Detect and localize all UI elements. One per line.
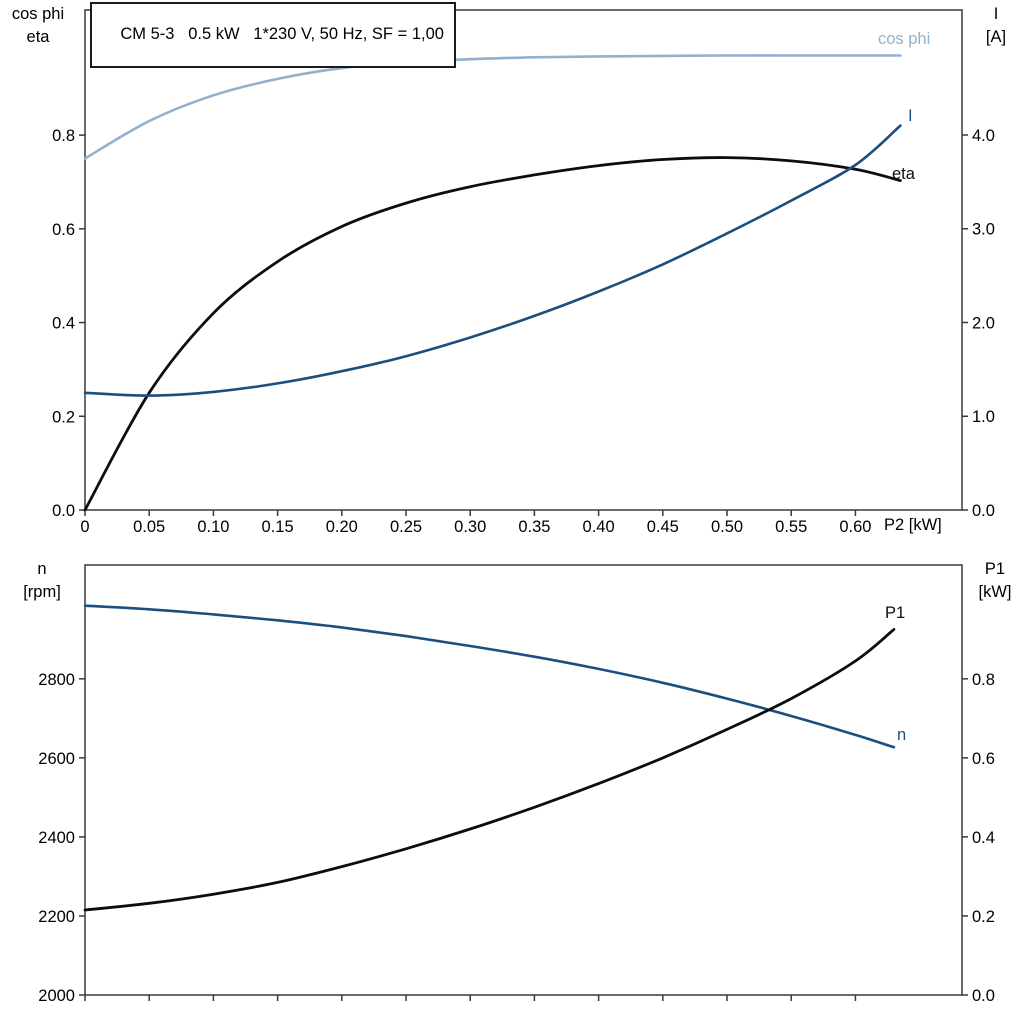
tick-label: 0.20 xyxy=(326,518,358,536)
tick-label: 0.05 xyxy=(133,518,165,536)
tick-label: 0.0 xyxy=(52,502,75,520)
axis-label-current-unit: [A] xyxy=(985,28,1007,46)
curve-eta xyxy=(83,156,902,512)
curve-label-i: I xyxy=(908,107,913,125)
plot-frame xyxy=(84,564,963,996)
tick-label: 0.40 xyxy=(583,518,615,536)
tick-label: 2800 xyxy=(38,671,75,689)
x-axis-label: P2 [kW] xyxy=(884,516,942,534)
tick-label: 0.35 xyxy=(518,518,550,536)
tick-label: 2.0 xyxy=(972,314,995,332)
curve-i xyxy=(83,124,902,397)
curve-n xyxy=(83,604,896,749)
bottom-chart-left-axis-label: n [rpm] xyxy=(8,558,76,604)
axis-label-cos-phi: cos phi xyxy=(11,5,65,23)
tick-label: 0.2 xyxy=(52,408,75,426)
tick-label: 0 xyxy=(80,518,89,536)
tick-label: 2200 xyxy=(38,908,75,926)
tick-label: 2000 xyxy=(38,987,75,1005)
tick-label: 0.10 xyxy=(197,518,229,536)
tick-label: 0.30 xyxy=(454,518,486,536)
tick-label: 0.0 xyxy=(972,502,995,520)
axis-label-speed-unit: [rpm] xyxy=(23,583,61,601)
tick-label: 2600 xyxy=(38,750,75,768)
tick-label: 0.25 xyxy=(390,518,422,536)
curve-label-eta: eta xyxy=(892,165,916,183)
curve-label-cos-phi: cos phi xyxy=(878,30,930,48)
curve-cos-phi xyxy=(83,54,902,160)
bottom-chart-right-axis-label: P1 [kW] xyxy=(968,558,1022,604)
plot-frame xyxy=(84,9,963,511)
tick-label: 1.0 xyxy=(972,408,995,426)
axis-label-current: I xyxy=(993,5,999,23)
top-chart-right-axis-label: I [A] xyxy=(972,3,1020,49)
tick-label: 4.0 xyxy=(972,127,995,145)
tick-label: 0.2 xyxy=(972,908,995,926)
curve-p1 xyxy=(83,628,896,912)
tick-label: 0.4 xyxy=(52,315,75,333)
top-chart-left-axis-label: cos phi eta xyxy=(2,3,74,49)
axis-label-p1: P1 xyxy=(984,560,1006,578)
tick-label: 0.60 xyxy=(839,518,871,536)
tick-label: 0.8 xyxy=(972,671,995,689)
chart-title-box: CM 5-3 0.5 kW 1*230 V, 50 Hz, SF = 1,00 xyxy=(90,2,456,68)
tick-label: 0.45 xyxy=(647,518,679,536)
axis-label-eta: eta xyxy=(26,28,50,46)
axis-label-speed: n xyxy=(37,560,47,578)
tick-label: 2400 xyxy=(38,829,75,847)
tick-label: 0.6 xyxy=(972,750,995,768)
curve-label-p1: P1 xyxy=(885,604,905,622)
chart-title: CM 5-3 0.5 kW 1*230 V, 50 Hz, SF = 1,00 xyxy=(120,25,444,43)
tick-label: 0.0 xyxy=(972,987,995,1005)
tick-label: 0.55 xyxy=(775,518,807,536)
tick-label: 3.0 xyxy=(972,221,995,239)
tick-label: 0.50 xyxy=(711,518,743,536)
axis-label-p1-unit: [kW] xyxy=(978,583,1012,601)
tick-label: 0.6 xyxy=(52,221,75,239)
tick-label: 0.4 xyxy=(972,829,995,847)
curve-label-n: n xyxy=(897,726,906,744)
tick-label: 0.8 xyxy=(52,127,75,145)
tick-label: 0.15 xyxy=(262,518,294,536)
